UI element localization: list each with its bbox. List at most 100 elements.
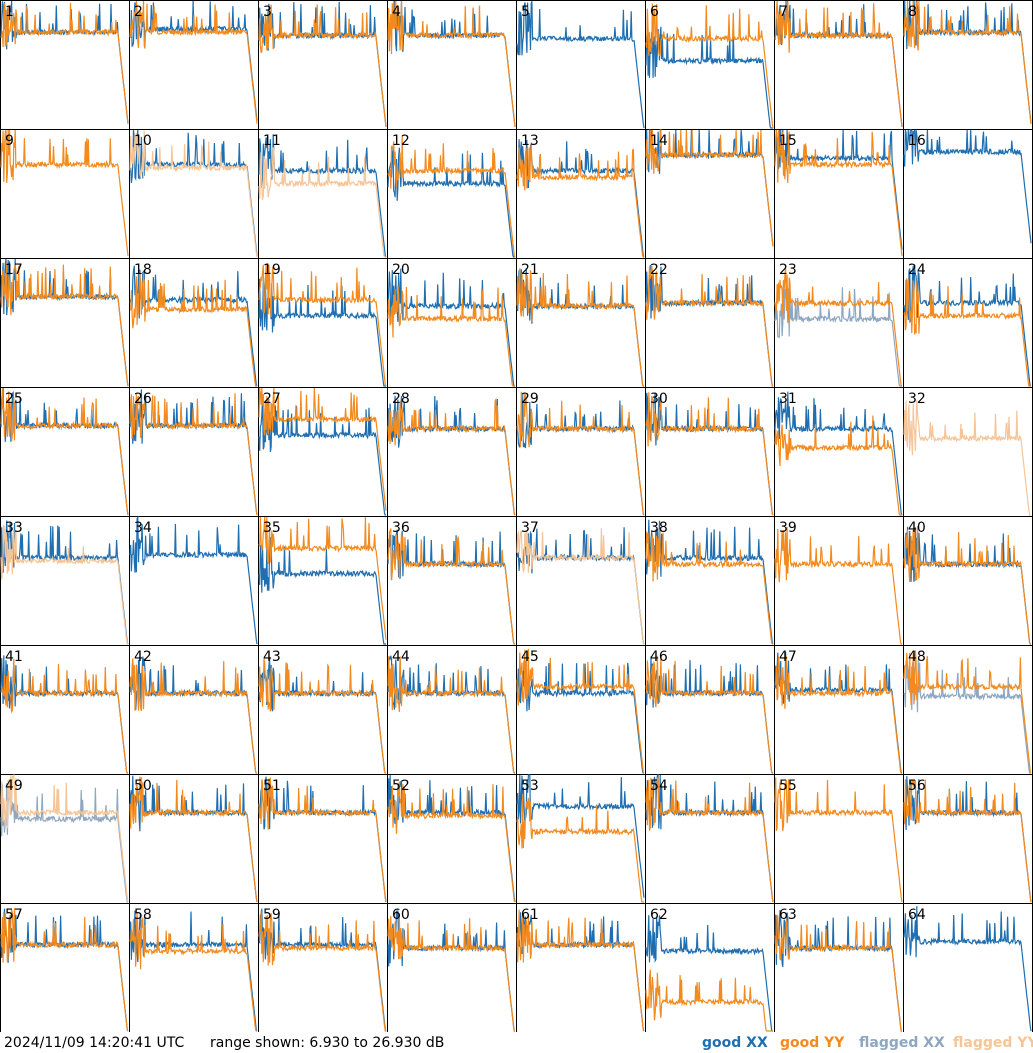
good-xx-line xyxy=(903,526,1031,645)
panel-label: 13 xyxy=(521,133,539,149)
good-yy-line xyxy=(645,265,773,387)
panel-label: 4 xyxy=(392,4,401,20)
panel-label: 44 xyxy=(392,649,410,665)
good-yy-line xyxy=(903,779,1032,903)
panel-label: 34 xyxy=(134,520,152,536)
good-xx-line xyxy=(0,258,129,387)
panel-label: 31 xyxy=(779,391,797,407)
panel-label: 28 xyxy=(392,391,410,407)
good-xx-line xyxy=(387,655,515,774)
good-yy-line xyxy=(258,777,387,903)
panel-label: 22 xyxy=(650,262,668,278)
good-yy-line xyxy=(516,391,645,516)
panel-40: 40 xyxy=(903,516,1033,646)
panel-label: 18 xyxy=(134,262,152,278)
good-xx-line xyxy=(645,915,773,1032)
good-xx-line xyxy=(129,775,258,903)
good-xx-line xyxy=(645,519,774,645)
panel-label: 58 xyxy=(134,907,152,923)
panel-27: 27 xyxy=(258,387,388,517)
panel-12: 12 xyxy=(387,129,517,259)
good-xx-line xyxy=(516,1,645,129)
flagged-xx-line xyxy=(903,660,1031,774)
panel-label: 55 xyxy=(779,778,797,794)
panel-19: 19 xyxy=(258,258,388,388)
panel-7: 7 xyxy=(774,0,904,130)
panel-39: 39 xyxy=(774,516,904,646)
panel-label: 11 xyxy=(263,133,281,149)
panel-34: 34 xyxy=(129,515,259,646)
good-yy-line xyxy=(258,4,387,127)
panel-33: 33 xyxy=(0,516,130,646)
flagged-yy-line xyxy=(903,400,1031,516)
good-yy-line xyxy=(903,526,1031,645)
panel-14: 14 xyxy=(645,129,775,259)
panel-label: 56 xyxy=(908,778,926,794)
panel-36: 36 xyxy=(387,516,517,646)
panel-label: 5 xyxy=(521,4,530,20)
good-xx-line xyxy=(645,774,774,903)
good-xx-line xyxy=(129,515,258,645)
good-yy-line xyxy=(258,387,387,511)
good-xx-line xyxy=(258,658,386,774)
good-yy-line xyxy=(0,908,129,1032)
panel-label: 50 xyxy=(134,778,152,794)
good-yy-line xyxy=(387,528,515,645)
panel-41: 41 xyxy=(0,645,130,775)
panel-label: 42 xyxy=(134,649,152,665)
panel-11: 11 xyxy=(258,129,388,259)
panel-label: 20 xyxy=(392,262,410,278)
flagged-yy-line xyxy=(129,130,258,258)
panel-label: 9 xyxy=(5,133,14,149)
panel-label: 39 xyxy=(779,520,797,536)
panel-label: 25 xyxy=(5,391,23,407)
panel-22: 22 xyxy=(645,258,775,388)
panel-label: 49 xyxy=(5,778,23,794)
panel-13: 13 xyxy=(516,129,646,259)
good-yy-line xyxy=(0,388,129,516)
good-xx-line xyxy=(387,529,515,645)
good-yy-line xyxy=(516,648,645,774)
good-yy-line xyxy=(516,909,645,1032)
panel-label: 59 xyxy=(263,907,281,923)
good-yy-line xyxy=(129,272,257,387)
footer: 2024/11/09 14:20:41 UTC range shown: 6.9… xyxy=(0,1032,1033,1053)
panel-label: 47 xyxy=(779,649,797,665)
panel-label: 54 xyxy=(650,778,668,794)
panel-18: 18 xyxy=(129,258,259,388)
good-yy-line xyxy=(387,0,516,127)
good-xx-line xyxy=(258,1,387,127)
good-xx-line xyxy=(387,268,515,387)
panel-52: 52 xyxy=(387,774,517,904)
good-xx-line xyxy=(774,652,902,774)
panel-31: 31 xyxy=(774,387,904,517)
panel-label: 15 xyxy=(779,133,797,149)
panel-label: 63 xyxy=(779,907,797,923)
good-yy-line xyxy=(645,969,773,1032)
good-xx-line xyxy=(258,536,386,645)
panel-label: 27 xyxy=(263,391,281,407)
panel-46: 46 xyxy=(645,645,775,775)
good-xx-line xyxy=(129,910,258,1032)
panel-label: 7 xyxy=(779,4,788,20)
panel-8: 8 xyxy=(903,0,1033,130)
panel-label: 37 xyxy=(521,520,539,536)
legend-good-xx: good XX xyxy=(702,1035,768,1051)
panel-label: 10 xyxy=(134,133,152,149)
good-yy-line xyxy=(258,516,387,640)
good-xx-line xyxy=(516,139,645,258)
good-yy-line xyxy=(387,397,516,516)
panel-23: 23 xyxy=(774,258,904,388)
panel-label: 16 xyxy=(908,133,926,149)
panel-35: 35 xyxy=(258,516,388,646)
panel-label: 38 xyxy=(650,520,668,536)
panel-63: 63 xyxy=(774,903,904,1032)
legend-flagged-yy: flagged YY xyxy=(953,1035,1033,1051)
panel-62: 62 xyxy=(645,903,775,1032)
panel-37: 37 xyxy=(516,516,646,646)
panel-50: 50 xyxy=(129,774,259,904)
good-yy-line xyxy=(0,263,129,387)
good-yy-line xyxy=(129,658,257,774)
flagged-yy-line xyxy=(516,528,645,645)
